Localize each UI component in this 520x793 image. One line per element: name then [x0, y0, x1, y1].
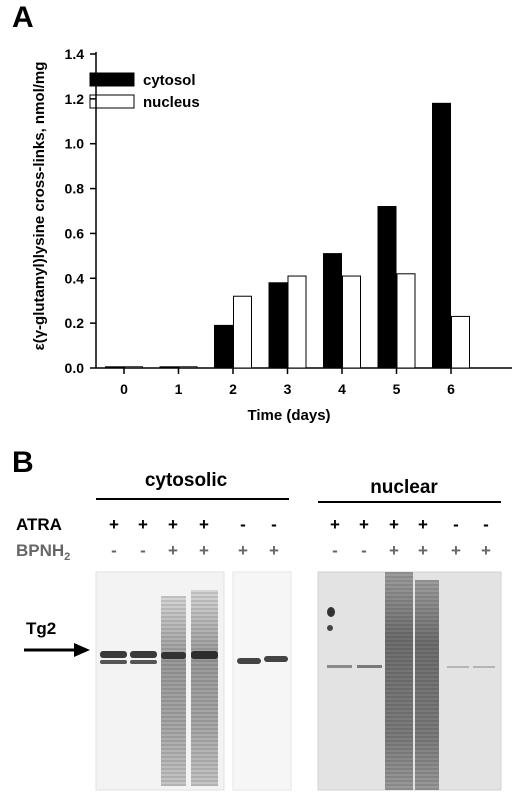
bar-cytosol-day-2 — [214, 324, 233, 369]
blot-band — [237, 658, 261, 664]
row-label-atra: ATRA — [16, 515, 62, 534]
y-tick-label: 0.8 — [65, 181, 85, 197]
treatment-sign: + — [418, 541, 428, 560]
group-title-nuclear: nuclear — [370, 477, 438, 498]
treatment-sign: + — [199, 515, 209, 534]
treatment-sign: - — [361, 541, 367, 560]
tg2-arrow-head — [74, 643, 90, 657]
y-tick-label: 1.0 — [65, 136, 85, 152]
blot-band — [130, 651, 157, 658]
treatment-sign: + — [168, 515, 178, 534]
y-tick-label: 1.4 — [65, 46, 85, 62]
row-label-bpnh2-main: BPNH — [16, 541, 64, 560]
treatment-sign: + — [269, 541, 279, 560]
y-tick-label: 0.2 — [65, 315, 85, 331]
cross-link-bar-chart: ε(γ-glutamyl)lysine cross-links, nmol/mg… — [31, 46, 512, 424]
treatment-sign: + — [168, 541, 178, 560]
treatment-sign: + — [389, 541, 399, 560]
x-tick-label: 5 — [393, 381, 401, 397]
blot-band — [100, 651, 127, 658]
x-axis-label: Time (days) — [247, 407, 330, 424]
row-label-bpnh2-sub: 2 — [64, 551, 70, 563]
treatment-sign: + — [451, 541, 461, 560]
legend: cytosol nucleus — [89, 72, 200, 111]
y-axis-label: ε(γ-glutamyl)lysine cross-links, nmol/mg — [31, 62, 48, 351]
legend-swatch-cytosol — [89, 72, 135, 87]
x-tick-label: 3 — [284, 381, 292, 397]
bar-nucleus-day-4 — [342, 275, 361, 369]
bar-cytosol-day-1 — [159, 366, 179, 369]
x-tick-label: 0 — [120, 381, 128, 397]
treatment-sign: + — [418, 515, 428, 534]
blot-band — [161, 652, 186, 659]
treatment-sign: - — [453, 515, 459, 534]
x-tick-label: 4 — [338, 381, 346, 397]
blot-band — [191, 651, 218, 659]
panel-a-letter: A — [12, 1, 34, 34]
y-tick-label: 0.4 — [65, 270, 85, 286]
bar-nucleus-day-1 — [178, 366, 198, 369]
blot-band — [100, 660, 127, 664]
blot-band — [357, 665, 382, 668]
bar-cytosol-day-3 — [268, 282, 288, 369]
legend-label-nucleus: nucleus — [143, 94, 200, 111]
panel-b-letter: B — [12, 446, 34, 479]
blot-smear-lane — [415, 580, 439, 790]
western-blot — [95, 571, 502, 791]
bar-nucleus-day-6 — [451, 315, 470, 369]
blot-smear-lane — [161, 596, 186, 786]
blot-band — [130, 660, 157, 664]
blot-band — [327, 665, 352, 668]
bar-cytosol-day-4 — [323, 253, 342, 369]
treatment-sign: + — [389, 515, 399, 534]
group-title-cytosolic: cytosolic — [145, 470, 228, 491]
treatment-sign: + — [481, 541, 491, 560]
x-tick-label: 2 — [229, 381, 237, 397]
treatment-sign: - — [332, 541, 338, 560]
bar-cytosol-day-6 — [432, 102, 451, 369]
blot-band — [473, 666, 495, 668]
treatment-sign: - — [483, 515, 489, 534]
treatment-sign: + — [330, 515, 340, 534]
bar-cytosol-day-0 — [105, 366, 124, 369]
treatment-sign: + — [238, 541, 248, 560]
legend-swatch-nucleus — [89, 94, 135, 109]
blot-artifact-spot — [327, 625, 333, 631]
bar-nucleus-day-5 — [396, 273, 416, 369]
x-tick-label: 6 — [447, 381, 455, 397]
blot-panel-cytosolic-2 — [232, 571, 292, 791]
blot-band — [447, 666, 469, 668]
treatment-sign: + — [199, 541, 209, 560]
legend-label-cytosol: cytosol — [143, 72, 196, 89]
treatment-sign: - — [240, 515, 246, 534]
blot-smear-lane — [191, 590, 218, 786]
treatment-sign: + — [359, 515, 369, 534]
treatment-sign: + — [138, 515, 148, 534]
blot-smear-lane — [385, 572, 413, 790]
y-tick-label: 0.6 — [65, 225, 85, 241]
bar-nucleus-day-0 — [124, 366, 143, 369]
blot-band — [264, 656, 288, 662]
y-tick-label: 0.0 — [65, 360, 85, 376]
bar-nucleus-day-2 — [233, 295, 252, 369]
tg2-label: Tg2 — [26, 619, 56, 638]
x-tick-label: 1 — [175, 381, 183, 397]
treatment-sign: - — [271, 515, 277, 534]
treatment-sign: - — [140, 541, 146, 560]
y-tick-label: 1.2 — [65, 91, 85, 107]
treatment-sign: - — [111, 541, 117, 560]
row-label-bpnh2: BPNH2 — [16, 541, 70, 563]
treatment-sign: + — [109, 515, 119, 534]
treatment-signs: + + + + - - + + + + - - - - + + + + - - + + + + — [109, 515, 491, 560]
bar-nucleus-day-3 — [287, 275, 307, 369]
bar-cytosol-day-5 — [377, 206, 397, 369]
blot-artifact-spot — [327, 607, 335, 617]
